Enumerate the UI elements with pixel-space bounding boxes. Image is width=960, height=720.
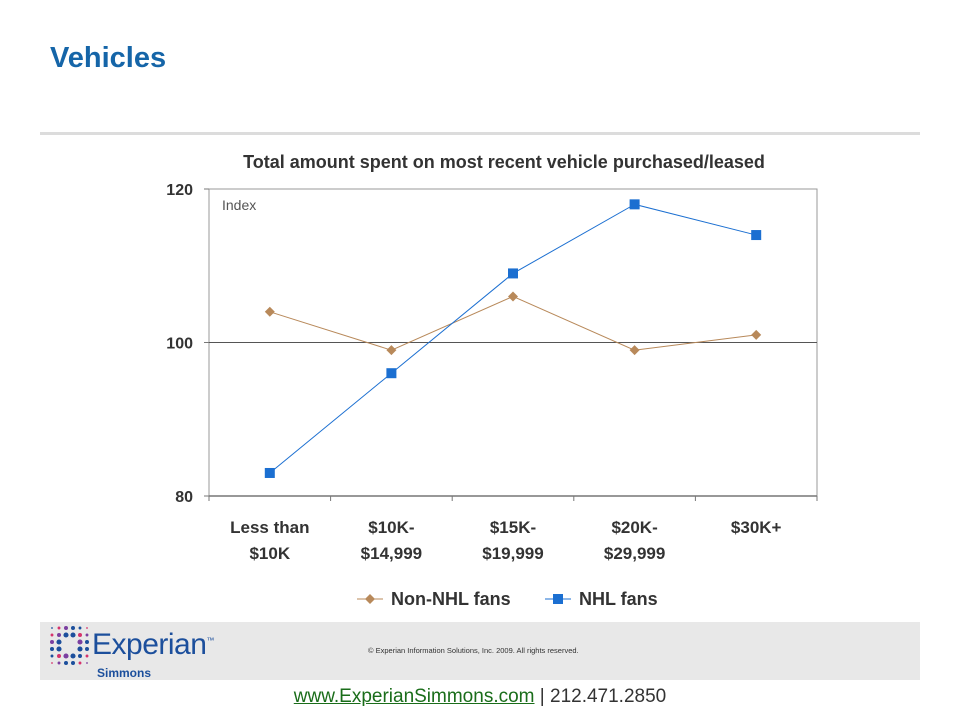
data-point-nhl-fans [264, 467, 275, 478]
chart-annotation: Index [222, 197, 256, 213]
logo-dot [57, 633, 61, 637]
contact-separator: | [534, 686, 550, 707]
logo-dot [77, 646, 83, 652]
logo-dot [50, 654, 54, 658]
data-point-non-nhl-fans [508, 291, 518, 302]
chart-title: Total amount spent on most recent vehicl… [243, 152, 765, 172]
logo-dot [57, 661, 61, 665]
logo-dot [78, 661, 82, 665]
logo-dot [77, 639, 83, 645]
chart: Total amount spent on most recent vehicl… [166, 152, 818, 609]
data-point-nhl-fans [751, 230, 762, 241]
logo-dot [56, 646, 62, 652]
experian-logo: Experian™ Simmons [48, 624, 228, 680]
logo-dot [64, 661, 68, 665]
x-tick-label: $10K [249, 544, 290, 563]
x-tick-label: $29,999 [604, 544, 665, 563]
logo-dot [86, 627, 88, 629]
logo-dot [86, 662, 88, 664]
legend-marker-non-nhl-fans [365, 594, 375, 604]
data-point-non-nhl-fans [629, 345, 640, 356]
logo-dot [56, 639, 62, 645]
phone-number: 212.471.2850 [550, 686, 667, 707]
logo-dot [63, 632, 69, 638]
logo-dot [85, 647, 89, 651]
logo-text: Experian™ [92, 628, 214, 661]
logo-dot [78, 633, 82, 637]
contact-line: www.ExperianSimmons.com | 212.471.2850 [0, 686, 960, 708]
logo-dot [50, 633, 54, 637]
logo-dot [85, 654, 89, 658]
legend-marker-nhl-fans [553, 594, 563, 604]
data-point-non-nhl-fans [751, 329, 762, 340]
logo-dot [50, 640, 54, 644]
data-point-nhl-fans [386, 368, 397, 379]
logo-dot [78, 654, 82, 658]
logo-dot [57, 654, 61, 658]
logo-dot [50, 647, 54, 651]
copyright-text: © Experian Information Solutions, Inc. 2… [368, 646, 579, 655]
x-tick-label: Less than [230, 518, 309, 537]
x-tick-label: $10K- [368, 518, 414, 537]
logo-subtext: Simmons [97, 666, 152, 680]
logo-dot [71, 626, 75, 630]
logo-dot [71, 661, 75, 665]
data-point-non-nhl-fans [386, 345, 397, 356]
series-line-nhl-fans [269, 203, 757, 474]
footer-band: Experian™ Simmons © Experian Information… [40, 622, 920, 680]
data-point-nhl-fans [508, 268, 518, 279]
logo-dot [85, 633, 89, 637]
logo-dots-icon [50, 626, 89, 665]
website-link[interactable]: www.ExperianSimmons.com [293, 686, 535, 707]
legend-label-nhl-fans: NHL fans [579, 589, 658, 609]
y-tick-label: 80 [175, 489, 193, 506]
logo-dot [57, 626, 61, 630]
x-tick-label: $15K- [490, 518, 536, 537]
y-tick-label: 100 [166, 336, 193, 353]
x-tick-label: $20K- [611, 518, 657, 537]
logo-dot [51, 662, 53, 664]
logo-dot [64, 626, 68, 630]
x-tick-label: $19,999 [482, 544, 543, 563]
logo-dot [51, 627, 53, 629]
legend-label-non-nhl-fans: Non-NHL fans [391, 589, 511, 609]
logo-dot [70, 653, 76, 659]
title-divider [40, 132, 920, 135]
logo-dot [70, 632, 76, 638]
data-point-non-nhl-fans [264, 306, 275, 317]
logo-dot [85, 640, 89, 644]
logo-dot [63, 653, 69, 659]
logo-dot [78, 626, 82, 630]
slide-title: Vehicles [50, 42, 167, 74]
y-tick-label: 120 [166, 182, 193, 199]
data-point-nhl-fans [629, 199, 640, 210]
x-tick-label: $14,999 [361, 544, 422, 563]
x-tick-label: $30K+ [731, 518, 782, 537]
